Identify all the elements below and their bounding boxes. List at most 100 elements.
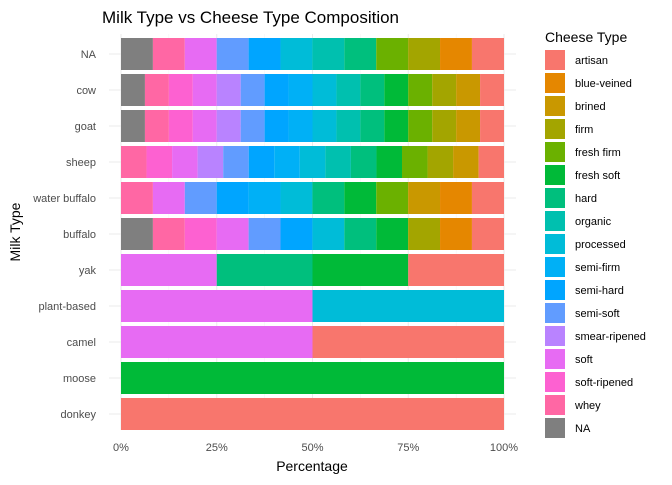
legend-label: whey	[574, 400, 601, 412]
bar-segment	[121, 110, 145, 142]
bar-segment	[184, 38, 217, 70]
legend-swatch	[545, 211, 565, 231]
bar-segment	[480, 74, 504, 106]
bar-segment	[408, 110, 433, 142]
y-axis-label: Milk Type	[7, 202, 23, 261]
legend-label: artisan	[575, 55, 608, 67]
bar-segment	[312, 254, 409, 286]
bar-segment	[471, 218, 504, 250]
legend-label: soft-ripened	[575, 377, 633, 389]
bar-segment	[121, 182, 153, 214]
bar-segment	[440, 182, 472, 214]
legend-swatch	[545, 96, 565, 116]
bar-segment	[384, 74, 409, 106]
bar-segment	[408, 218, 441, 250]
y-tick-label: goat	[75, 121, 96, 133]
bar-segment	[184, 218, 217, 250]
bar-segment	[121, 290, 313, 322]
bar-segment	[280, 182, 313, 214]
bar-segment	[121, 362, 504, 394]
bar-segment	[152, 218, 185, 250]
legend-label: soft	[575, 354, 593, 366]
legend-swatch	[545, 418, 565, 438]
bar-segment	[471, 182, 504, 214]
bar-segment	[216, 254, 313, 286]
bar-segment	[376, 146, 403, 178]
legend-swatch	[545, 234, 565, 254]
bar-segment	[336, 74, 361, 106]
bar-segment	[325, 146, 351, 178]
legend-swatch	[545, 142, 565, 162]
legend-swatch	[545, 372, 565, 392]
bar-segment	[121, 146, 147, 178]
legend-label: fresh soft	[575, 170, 620, 182]
legend-label: NA	[575, 423, 591, 435]
bar-segment	[144, 74, 169, 106]
bar-segment	[456, 74, 481, 106]
bar-segment	[274, 146, 300, 178]
bar-segment	[121, 74, 145, 106]
legend-title: Cheese Type	[545, 29, 627, 45]
x-tick-label: 100%	[490, 442, 518, 454]
x-tick-label: 75%	[397, 442, 419, 454]
legend-swatch	[545, 349, 565, 369]
bar-segment	[376, 218, 409, 250]
y-tick-label: water buffalo	[32, 193, 96, 205]
bar-segment	[192, 110, 217, 142]
bar-segment	[216, 38, 249, 70]
bar-segment	[336, 110, 361, 142]
legend-label: semi-soft	[575, 308, 620, 320]
bar-segment	[344, 182, 377, 214]
bar-segment	[360, 74, 385, 106]
chart-title: Milk Type vs Cheese Type Composition	[102, 8, 399, 27]
bar-segment	[344, 38, 377, 70]
bar-segment	[471, 38, 504, 70]
bar-segment	[344, 218, 377, 250]
bar-segment	[432, 110, 457, 142]
bar-segment	[264, 110, 289, 142]
bar-segment	[248, 218, 281, 250]
bar-segment	[121, 326, 313, 358]
bar-segment	[432, 74, 457, 106]
bar-segment	[456, 110, 481, 142]
bar-segment	[288, 74, 313, 106]
bar-segment	[312, 38, 345, 70]
bar-segment	[152, 38, 185, 70]
legend-label: organic	[575, 216, 612, 228]
bar-segment	[248, 182, 281, 214]
y-tick-label: sheep	[66, 157, 96, 169]
bar-segment	[248, 146, 275, 178]
bar-segment	[408, 254, 504, 286]
legend-swatch	[545, 165, 565, 185]
bar-segment	[453, 146, 479, 178]
y-tick-label: cow	[76, 85, 96, 97]
bar-segment	[427, 146, 454, 178]
bar-segment	[299, 146, 326, 178]
legend: Cheese Type artisan blue-veined brined firm…	[545, 29, 646, 438]
legend-swatch	[545, 280, 565, 300]
bar-segment	[408, 74, 433, 106]
bar-segment	[408, 182, 441, 214]
legend-label: fresh firm	[575, 147, 621, 159]
bar-segment	[312, 110, 337, 142]
bar-segment	[312, 290, 504, 322]
bar-segment	[240, 74, 265, 106]
bar-segment	[440, 38, 472, 70]
y-tick-label: donkey	[61, 409, 97, 421]
bar-segment	[376, 182, 409, 214]
bar-segment	[146, 146, 173, 178]
x-tick-label: 50%	[301, 442, 323, 454]
bar-segment	[168, 74, 193, 106]
bar-segment	[216, 218, 249, 250]
bars-layer	[121, 38, 504, 430]
legend-label: hard	[575, 193, 597, 205]
legend-swatch	[545, 395, 565, 415]
bar-segment	[184, 182, 217, 214]
bar-segment	[216, 182, 249, 214]
x-axis-label: Percentage	[276, 458, 348, 474]
bar-segment	[223, 146, 249, 178]
bar-segment	[216, 74, 241, 106]
bar-segment	[312, 218, 345, 250]
y-tick-label: buffalo	[63, 229, 96, 241]
